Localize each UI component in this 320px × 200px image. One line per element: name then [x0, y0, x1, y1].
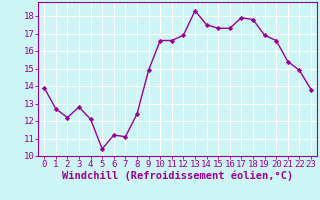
- X-axis label: Windchill (Refroidissement éolien,°C): Windchill (Refroidissement éolien,°C): [62, 171, 293, 181]
